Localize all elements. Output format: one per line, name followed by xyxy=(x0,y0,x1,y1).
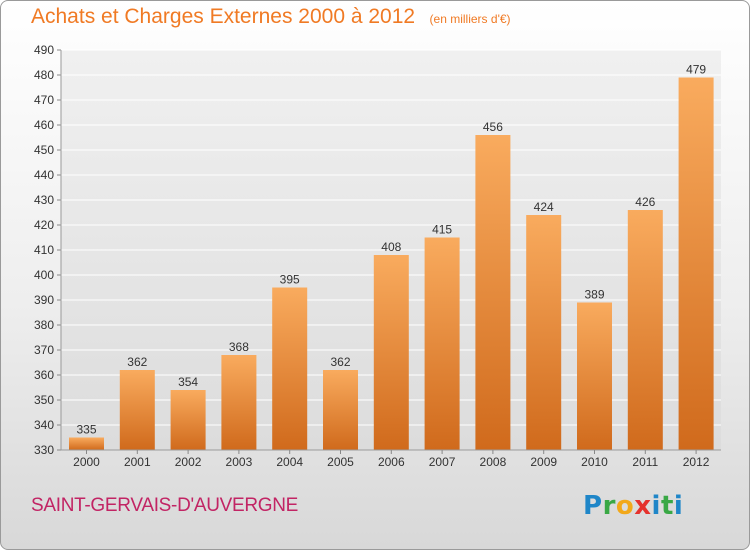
data-label: 408 xyxy=(381,240,401,254)
proxiti-logo[interactable]: Proxiti xyxy=(583,491,683,521)
x-tick-label: 2006 xyxy=(378,455,405,469)
data-label: 368 xyxy=(229,340,249,354)
data-label: 362 xyxy=(127,355,147,369)
y-axis-ticks: 330 340 350 360 370 380 390 400 410 420 430 440 450 4… xyxy=(34,43,721,457)
x-tick-label: 2009 xyxy=(530,455,557,469)
logo-letter: r xyxy=(602,491,616,521)
x-tick-label: 2002 xyxy=(175,455,202,469)
data-label: 456 xyxy=(483,120,503,134)
chart-title-main: Achats et Charges Externes 2000 à 2012 xyxy=(31,5,416,28)
y-tick-label: 440 xyxy=(34,168,54,182)
chart-title-unit: (en milliers d'€) xyxy=(429,12,511,26)
logo-letter: t xyxy=(660,491,674,521)
x-tick-label: 2004 xyxy=(276,455,303,469)
bar-2012 xyxy=(678,77,714,450)
bar-2004 xyxy=(272,287,308,450)
y-tick-label: 470 xyxy=(34,93,54,107)
y-tick-label: 460 xyxy=(34,118,54,132)
x-tick-label: 2012 xyxy=(683,455,710,469)
y-tick-label: 330 xyxy=(34,443,54,457)
x-tick-label: 2011 xyxy=(632,455,658,469)
logo-letter: i xyxy=(673,491,684,521)
bar-2001 xyxy=(119,370,155,450)
bar-2003 xyxy=(221,355,257,450)
x-tick-label: 2000 xyxy=(73,455,100,469)
y-tick-label: 350 xyxy=(34,393,54,407)
bar-2007 xyxy=(424,237,460,450)
data-label: 335 xyxy=(76,423,96,437)
y-tick-label: 430 xyxy=(34,193,54,207)
x-tick-label: 2008 xyxy=(480,455,507,469)
bar-2002 xyxy=(170,390,206,450)
bar-2005 xyxy=(323,370,358,450)
x-tick-label: 2007 xyxy=(429,455,456,469)
data-label: 395 xyxy=(280,273,300,287)
y-tick-label: 390 xyxy=(34,293,54,307)
town-name: SAINT-GERVAIS-D'AUVERGNE xyxy=(31,495,299,516)
data-label: 426 xyxy=(635,195,655,209)
y-tick-label: 370 xyxy=(34,343,54,357)
data-label: 479 xyxy=(686,63,706,77)
y-tick-label: 450 xyxy=(34,143,54,157)
bars xyxy=(69,77,714,450)
y-tick-label: 490 xyxy=(34,43,54,57)
x-tick-label: 2005 xyxy=(327,455,354,469)
y-tick-label: 410 xyxy=(34,243,54,257)
x-axis-ticks: 2000 2001 2002 2003 2004 2005 2006 2007 2008 2009… xyxy=(73,450,710,469)
data-label: 362 xyxy=(330,355,350,369)
y-tick-label: 340 xyxy=(34,418,54,432)
logo-letter: i xyxy=(651,491,661,521)
y-tick-label: 420 xyxy=(34,218,54,232)
bar-2006 xyxy=(373,255,409,450)
logo-letter: P xyxy=(583,491,603,521)
y-tick-label: 380 xyxy=(34,318,54,332)
logo-letter: o xyxy=(615,491,635,521)
data-label: 354 xyxy=(178,375,198,389)
x-tick-label: 2003 xyxy=(226,455,253,469)
logo-letter: x xyxy=(634,491,652,521)
y-tick-label: 360 xyxy=(34,368,54,382)
bar-2010 xyxy=(577,302,612,450)
x-tick-label: 2010 xyxy=(581,455,608,469)
data-label: 424 xyxy=(534,200,554,214)
bar-2000 xyxy=(69,437,104,450)
bar-2011 xyxy=(627,210,663,450)
chart-title: Achats et Charges Externes 2000 à 2012 (… xyxy=(31,5,511,29)
y-tick-label: 400 xyxy=(34,268,54,282)
bar-2008 xyxy=(475,135,511,450)
data-label: 389 xyxy=(584,288,604,302)
x-tick-label: 2001 xyxy=(124,455,151,469)
y-tick-label: 480 xyxy=(34,68,54,82)
bar-2009 xyxy=(526,215,562,450)
data-label: 415 xyxy=(432,223,452,237)
data-labels: 335 362 354 368 395 362 408 415 456 424 389 426 479 xyxy=(76,63,706,437)
